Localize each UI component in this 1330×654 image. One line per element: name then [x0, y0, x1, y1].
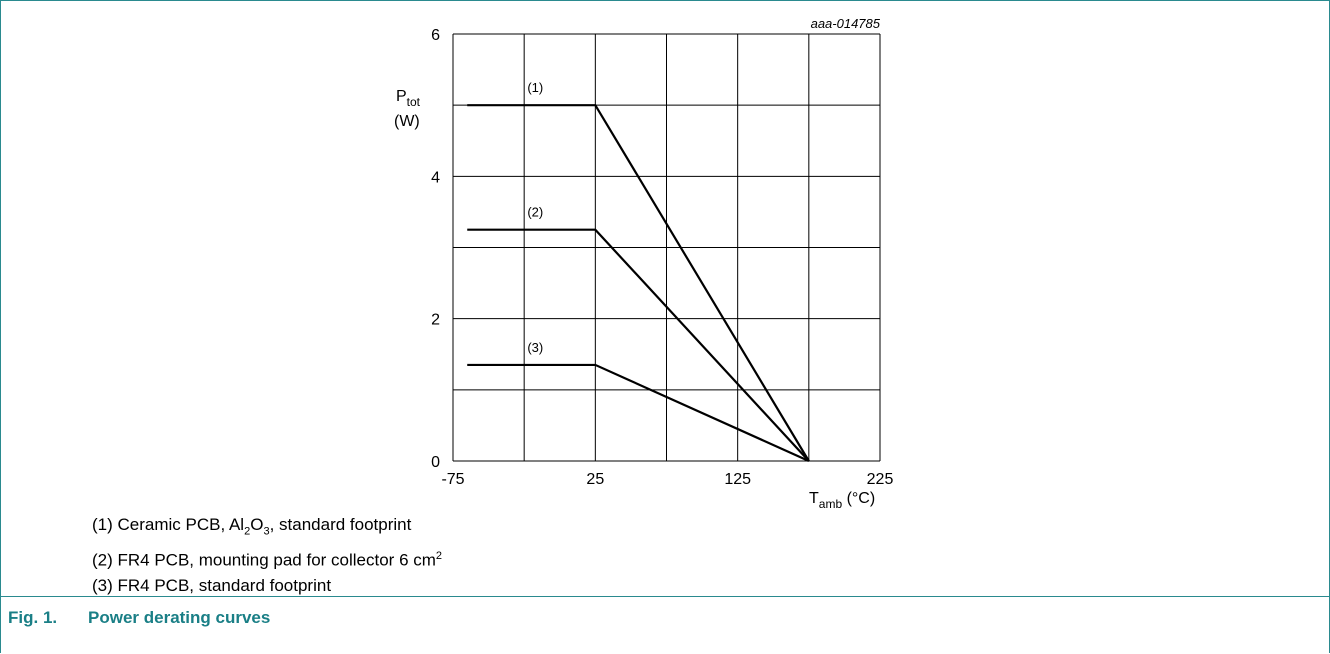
y-tick-label: 4	[431, 169, 440, 186]
x-tick-label: 125	[724, 471, 751, 488]
y-tick-label: 2	[431, 312, 440, 329]
series-line	[467, 228, 810, 462]
x-tick-label: 25	[586, 471, 604, 488]
y-tick-label: 0	[431, 454, 440, 471]
note-3: (3) FR4 PCB, standard footprint	[92, 576, 332, 596]
x-axis-label: Tamb (°C)	[809, 490, 875, 511]
figure-title: Power derating curves	[88, 608, 271, 627]
x-tick-label: -75	[441, 471, 464, 488]
series-line	[467, 104, 810, 462]
figure-code-label: aaa-014785	[811, 16, 881, 31]
note-2: (2) FR4 PCB, mounting pad for collector …	[92, 550, 443, 571]
series-label: (2)	[527, 205, 543, 220]
chart-series: (1) (2) (3)	[467, 80, 810, 463]
figure-number: Fig. 1.	[8, 608, 58, 627]
series-label: (1)	[527, 80, 543, 95]
y-axis-unit: (W)	[394, 113, 420, 130]
curve-notes: (1) Ceramic PCB, Al2O3, standard footpri…	[92, 512, 442, 598]
figure-caption: Fig. 1. Power derating curves	[8, 608, 270, 628]
chart-ticks: -75 25 125 225 0 2 4 6	[431, 27, 893, 488]
power-derating-chart: (1) (2) (3) -75 25 125 225 0 2 4 6 aaa-014785 Pto…	[394, 16, 893, 511]
y-axis-label: Ptot	[396, 88, 421, 109]
x-tick-label: 225	[867, 471, 894, 488]
note-1: (1) Ceramic PCB, Al2O3, standard footpri…	[92, 515, 412, 538]
series-line	[467, 363, 810, 463]
y-tick-label: 6	[431, 27, 440, 44]
series-label: (3)	[527, 340, 543, 355]
caption-divider	[0, 596, 1330, 597]
